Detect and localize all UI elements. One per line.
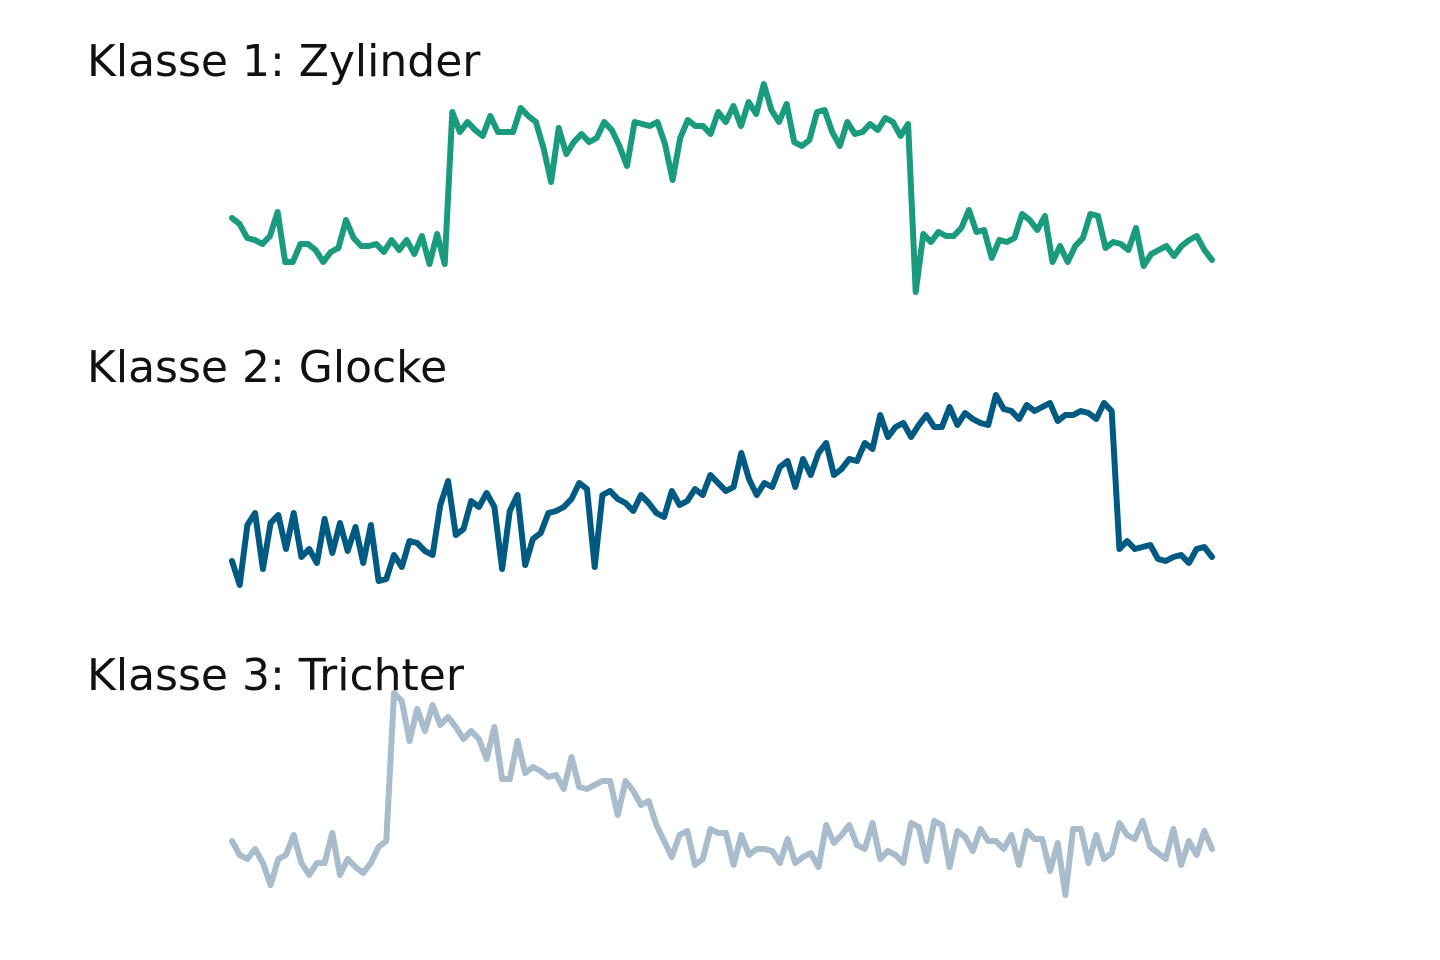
series-zylinder — [229, 81, 1215, 295]
series-line-2 — [229, 392, 1215, 588]
series-line-3 — [229, 690, 1215, 898]
series-glocke — [229, 392, 1215, 588]
series-line-1 — [229, 81, 1215, 295]
panel-title-glocke: Klasse 2: Glocke — [87, 342, 448, 393]
panel-title-trichter: Klasse 3: Trichter — [87, 650, 464, 701]
panel-title-zylinder: Klasse 1: Zylinder — [87, 36, 481, 87]
series-trichter — [229, 690, 1215, 898]
